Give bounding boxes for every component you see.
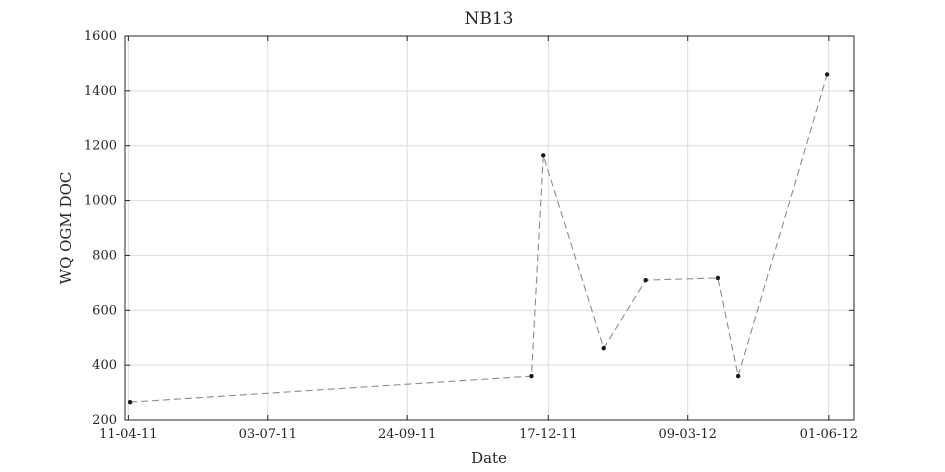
grid <box>125 35 854 421</box>
plot-frame <box>124 35 855 421</box>
y-tick-label: 1400 <box>84 84 117 99</box>
y-axis-title: WQ OGM DOC <box>57 172 75 285</box>
y-tick-label: 1600 <box>84 29 117 44</box>
chart-title: NB13 <box>465 9 514 29</box>
x-tick-label: 24-09-11 <box>378 427 436 442</box>
x-axis-title: Date <box>471 449 507 467</box>
series-line <box>130 74 828 403</box>
data-point <box>643 277 648 283</box>
data-point <box>529 373 534 379</box>
x-tick-label: 01-06-12 <box>800 427 858 442</box>
y-tick-label: 1000 <box>84 194 117 209</box>
data-point <box>541 153 546 158</box>
y-tick-label: 1200 <box>84 139 117 154</box>
data-point <box>715 275 721 281</box>
data-point <box>127 399 133 405</box>
y-tick-label: 400 <box>92 358 117 373</box>
data-point <box>735 373 741 379</box>
y-tick-label: 200 <box>92 413 117 428</box>
data-point <box>601 345 606 351</box>
y-tick-label: 800 <box>92 248 117 263</box>
y-tick-label: 600 <box>92 303 117 318</box>
x-tick-label: 03-07-11 <box>239 427 297 442</box>
axis-ticks: 200 400 600 800 1000 1200 1400 1600 11-04-11 03-0… <box>84 29 858 442</box>
x-tick-label: 11-04-11 <box>99 427 157 442</box>
x-tick-label: 09-03-12 <box>658 427 716 442</box>
series-layer <box>127 72 830 405</box>
x-tick-label: 17-12-11 <box>519 427 577 442</box>
data-point <box>824 72 830 77</box>
